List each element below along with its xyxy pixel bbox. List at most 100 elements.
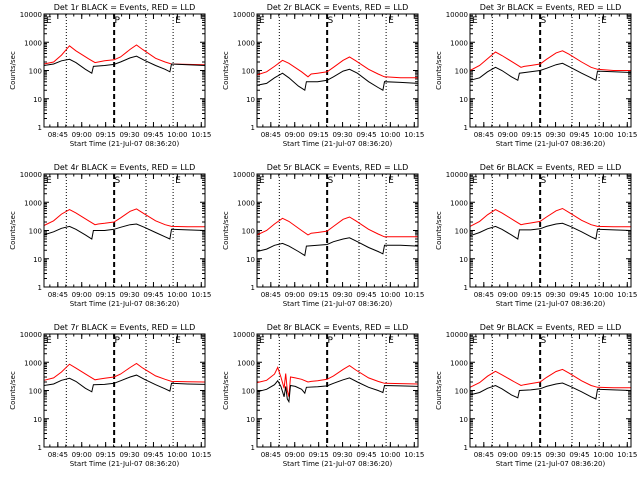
chart-title: Det 9r BLACK = Events, RED = LLD <box>480 323 622 332</box>
y-tick-label: 10000 <box>233 331 255 339</box>
chart-title: Det 1r BLACK = Events, RED = LLD <box>54 3 196 12</box>
event-marker-label: E <box>472 16 478 26</box>
event-marker-label: E <box>601 16 607 26</box>
lld-series-line <box>43 44 206 66</box>
x-tick-label: 10:00 <box>380 451 400 459</box>
y-tick-label: 1 <box>464 284 468 292</box>
y-axis-label: Counts/sec <box>9 211 17 250</box>
x-tick-label: 09:30 <box>119 131 139 139</box>
x-tick-label: 10:00 <box>380 291 400 299</box>
x-tick-label: 10:00 <box>167 291 187 299</box>
events-series-line <box>469 222 632 240</box>
y-axis-label: Counts/sec <box>222 51 230 90</box>
event-marker-label: E <box>388 176 394 186</box>
events-series-line <box>469 382 632 400</box>
y-tick-label: 1000 <box>450 359 468 367</box>
y-tick-label: 10000 <box>20 11 42 19</box>
event-marker-label: S <box>328 16 334 26</box>
plot-frame <box>469 333 632 448</box>
y-tick-label: 10 <box>459 416 468 424</box>
x-tick-label: 10:15 <box>404 291 424 299</box>
y-tick-label: 10 <box>33 256 42 264</box>
y-tick-label: 1000 <box>237 359 255 367</box>
x-tick-label: 09:30 <box>119 451 139 459</box>
y-tick-label: 100 <box>455 228 468 236</box>
x-tick-label: 09:45 <box>356 291 376 299</box>
x-tick-label: 09:45 <box>143 131 163 139</box>
y-tick-label: 1000 <box>24 199 42 207</box>
y-tick-label: 10000 <box>446 171 468 179</box>
y-tick-label: 100 <box>242 228 255 236</box>
x-axis-label: Start Time (21-Jul-07 08:36:20) <box>70 460 180 468</box>
x-tick-label: 09:00 <box>285 451 305 459</box>
x-tick-label: 09:45 <box>143 291 163 299</box>
x-tick-label: 09:00 <box>498 451 518 459</box>
x-tick-label: 08:45 <box>48 291 68 299</box>
y-tick-label: 10 <box>33 96 42 104</box>
x-tick-label: 10:15 <box>617 131 637 139</box>
chart-title: Det 4r BLACK = Events, RED = LLD <box>54 163 196 172</box>
plot-frame <box>469 173 632 288</box>
x-tick-label: 09:15 <box>309 291 329 299</box>
x-tick-label: 10:15 <box>404 131 424 139</box>
x-tick-label: 09:30 <box>332 131 352 139</box>
y-tick-label: 10000 <box>20 171 42 179</box>
x-tick-label: 09:00 <box>72 451 92 459</box>
event-marker-label: E <box>472 176 478 186</box>
events-series-line <box>256 377 419 404</box>
y-tick-label: 100 <box>455 68 468 76</box>
event-marker-label: E <box>46 176 52 186</box>
event-marker-label: E <box>175 16 181 26</box>
events-series-line <box>43 374 206 393</box>
event-marker-label: S <box>328 176 334 186</box>
x-tick-label: 09:45 <box>569 131 589 139</box>
lld-series-line <box>469 50 631 71</box>
chart-title: Det 5r BLACK = Events, RED = LLD <box>267 163 409 172</box>
chart-title: Det 3r BLACK = Events, RED = LLD <box>480 3 622 12</box>
x-tick-label: 10:00 <box>593 451 613 459</box>
y-tick-label: 100 <box>29 68 42 76</box>
x-tick-label: 09:30 <box>119 291 139 299</box>
plot-frame <box>469 13 632 128</box>
x-axis-label: Start Time (21-Jul-07 08:36:20) <box>70 140 180 148</box>
y-tick-label: 10 <box>246 96 255 104</box>
plot-frame <box>43 173 206 288</box>
x-tick-label: 09:15 <box>522 131 542 139</box>
lld-series-line <box>256 56 418 79</box>
y-tick-label: 100 <box>242 68 255 76</box>
y-tick-label: 10000 <box>233 171 255 179</box>
y-tick-label: 1 <box>251 284 255 292</box>
event-marker-label: P <box>115 16 121 26</box>
x-tick-label: 09:30 <box>545 291 565 299</box>
y-tick-label: 100 <box>29 388 42 396</box>
x-tick-label: 09:15 <box>309 451 329 459</box>
x-tick-label: 10:15 <box>191 131 211 139</box>
y-tick-label: 1000 <box>237 39 255 47</box>
x-tick-label: 10:00 <box>167 131 187 139</box>
y-tick-label: 10000 <box>20 331 42 339</box>
events-series-line <box>256 68 419 92</box>
x-tick-label: 09:15 <box>522 291 542 299</box>
x-tick-label: 10:15 <box>404 451 424 459</box>
x-axis-label: Start Time (21-Jul-07 08:36:20) <box>283 460 393 468</box>
x-tick-label: 10:15 <box>617 451 637 459</box>
x-axis-label: Start Time (21-Jul-07 08:36:20) <box>283 140 393 148</box>
y-axis-label: Counts/sec <box>222 371 230 410</box>
y-tick-label: 1000 <box>237 199 255 207</box>
event-marker-label: E <box>388 16 394 26</box>
y-axis-label: Counts/sec <box>222 211 230 250</box>
x-tick-label: 10:00 <box>167 451 187 459</box>
x-tick-label: 10:00 <box>593 291 613 299</box>
lld-series-line <box>256 365 419 397</box>
event-marker-label: E <box>601 336 607 346</box>
x-tick-label: 09:15 <box>309 131 329 139</box>
chart-title: Det 7r BLACK = Events, RED = LLD <box>54 323 196 332</box>
plot-frame <box>256 173 419 288</box>
x-tick-label: 08:45 <box>48 451 68 459</box>
